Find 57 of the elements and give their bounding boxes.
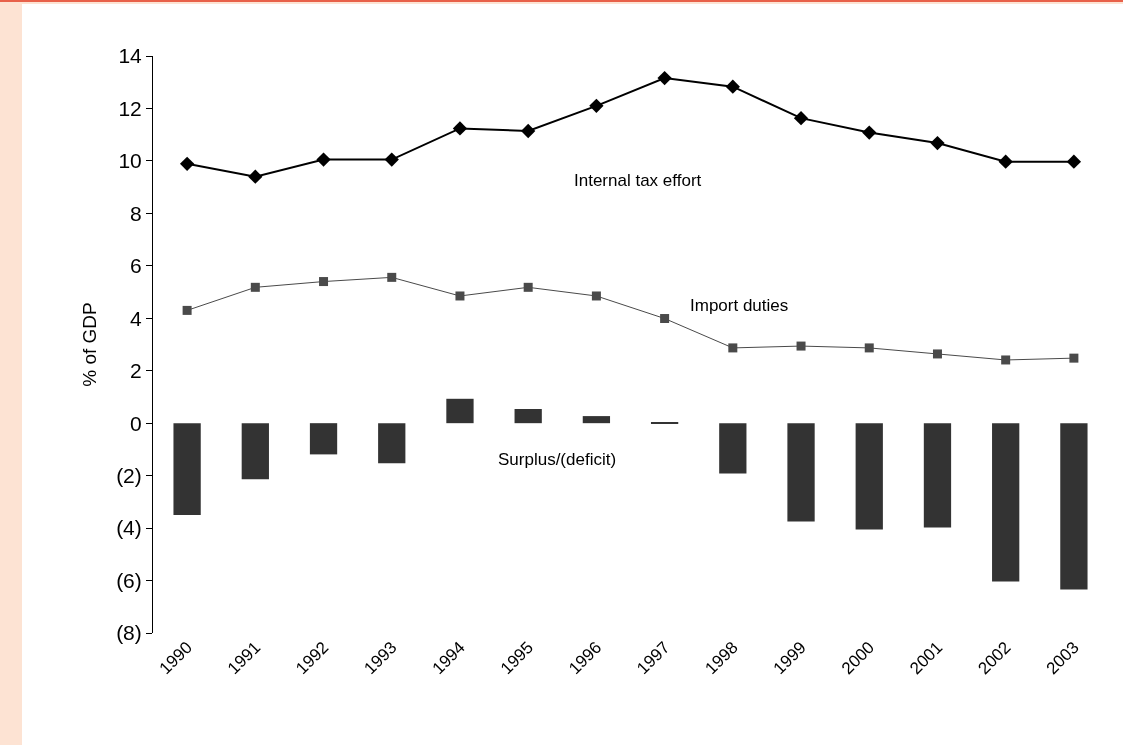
- bar: [309, 423, 338, 455]
- bar: [1060, 423, 1088, 590]
- point: [521, 123, 536, 139]
- y-tick-label: (4): [116, 516, 142, 540]
- bar: [241, 423, 269, 480]
- annotation: Import duties: [690, 296, 789, 315]
- point: [725, 79, 740, 94]
- point: [591, 291, 601, 301]
- y-tick-label: 14: [118, 44, 143, 68]
- y-tick-label: 8: [130, 201, 142, 225]
- y-tick-label: (2): [116, 463, 142, 487]
- bar: [992, 423, 1020, 582]
- bar: [378, 423, 406, 464]
- point: [455, 291, 465, 301]
- point: [179, 156, 195, 171]
- annotation: Internal tax effort: [574, 171, 702, 190]
- bar: [582, 416, 611, 424]
- point: [864, 343, 874, 353]
- point: [796, 341, 806, 351]
- point: [319, 277, 329, 287]
- y-tick-label: 2: [130, 359, 142, 383]
- point: [182, 305, 192, 315]
- point: [1069, 353, 1079, 363]
- point: [1066, 154, 1082, 169]
- y-tick-label: 6: [130, 254, 142, 278]
- annotation: Surplus/(deficit): [498, 450, 617, 469]
- bar: [923, 423, 952, 528]
- point: [387, 272, 397, 282]
- point: [589, 98, 604, 113]
- point: [248, 169, 263, 184]
- point: [452, 121, 468, 136]
- bar: [514, 409, 542, 424]
- y-tick-label: (6): [116, 568, 142, 592]
- point: [1001, 355, 1011, 365]
- point: [523, 282, 533, 292]
- point: [728, 343, 738, 353]
- y-tick-label: 4: [130, 306, 143, 330]
- point: [998, 154, 1013, 169]
- point: [862, 125, 877, 140]
- point: [660, 314, 670, 324]
- bar: [446, 398, 474, 424]
- bar: [173, 423, 201, 515]
- point: [793, 111, 809, 126]
- bar: [787, 423, 815, 522]
- y-tick-label: 12: [118, 96, 142, 120]
- point: [316, 152, 331, 167]
- y-axis-title: % of GDP: [78, 302, 100, 387]
- bar: [719, 423, 747, 474]
- point: [250, 282, 260, 292]
- y-tick-label: 0: [130, 411, 142, 435]
- point: [930, 135, 945, 151]
- point: [384, 152, 399, 167]
- y-tick-label: 10: [118, 149, 142, 173]
- point: [932, 349, 942, 359]
- y-tick-label: (8): [116, 621, 142, 645]
- bar: [855, 423, 883, 530]
- point: [657, 70, 672, 86]
